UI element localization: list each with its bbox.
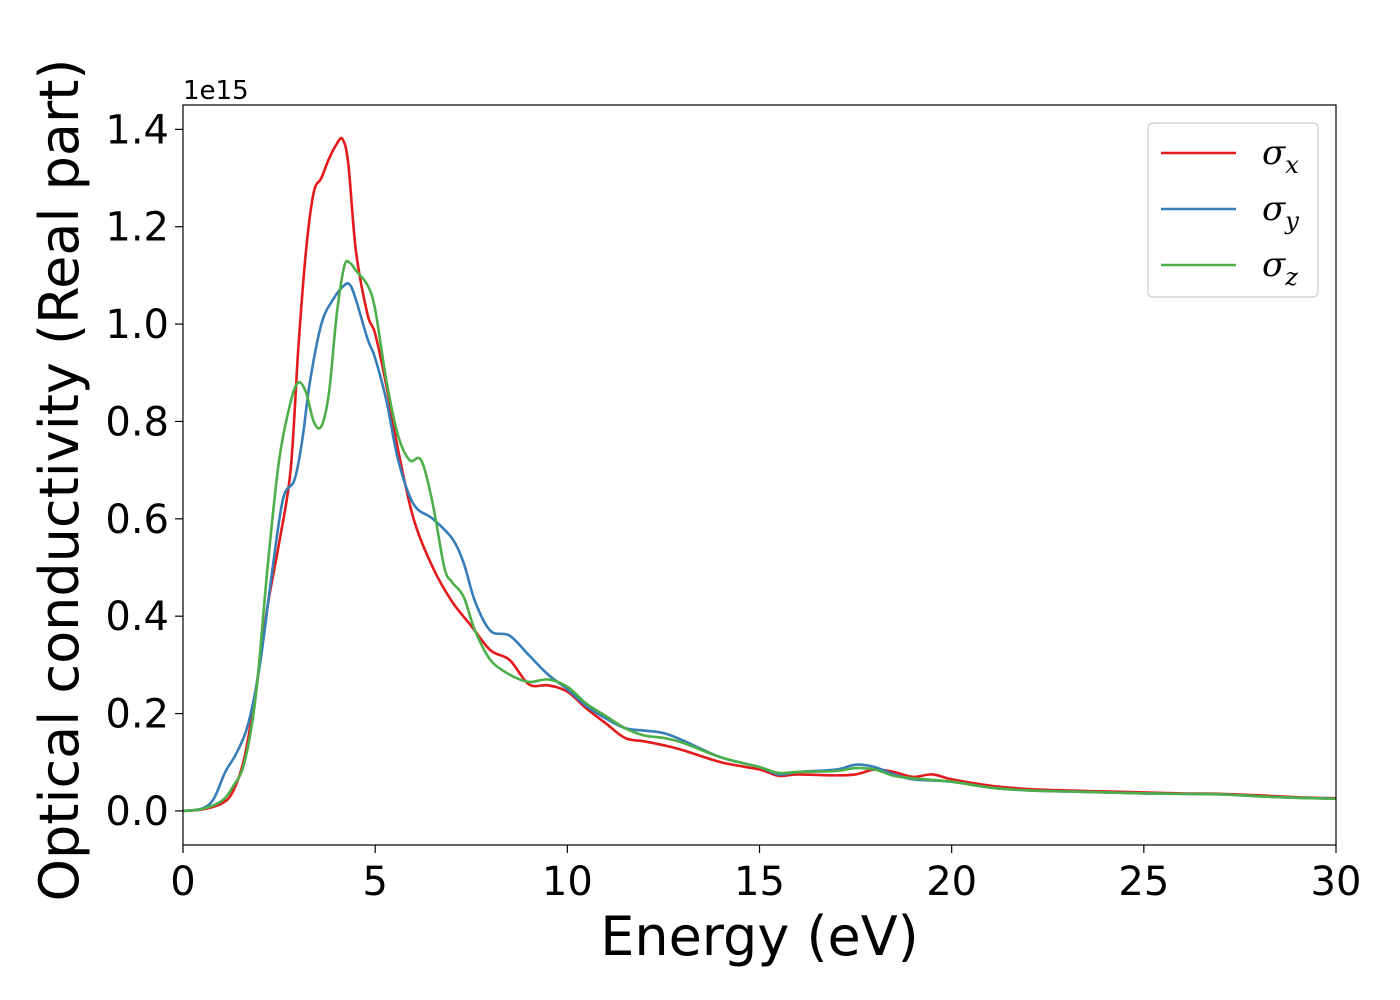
- x-tick-label: 25: [1118, 859, 1169, 905]
- legend-label: σx: [1262, 133, 1299, 179]
- legend-label: σz: [1262, 245, 1298, 291]
- y-axis: 0.0 0.2 0.4 0.6 0.8 1.0 1.2 1.4: [105, 107, 183, 835]
- y-tick-label: 0.6: [105, 497, 169, 543]
- x-tick-label: 10: [542, 859, 593, 905]
- series-line-y: [183, 282, 1336, 813]
- y-tick-label: 0.2: [105, 692, 169, 738]
- y-axis-label: Optical conductivity (Real part): [28, 59, 91, 902]
- x-axis-label: Energy (eV): [600, 905, 919, 968]
- y-tick-label: 1.0: [105, 302, 169, 348]
- y-tick-label: 0.4: [105, 594, 169, 640]
- legend-label: σy: [1262, 189, 1299, 235]
- x-tick-label: 30: [1311, 859, 1362, 905]
- y-tick-label: 1.2: [105, 205, 169, 251]
- series-lines: [183, 136, 1336, 813]
- x-tick-label: 5: [362, 859, 387, 905]
- series-line-x: [183, 136, 1336, 813]
- x-tick-label: 15: [734, 859, 785, 905]
- y-tick-label: 0.0: [105, 789, 169, 835]
- x-tick-label: 20: [926, 859, 977, 905]
- y-tick-label: 0.8: [105, 399, 169, 445]
- series-line-z: [183, 259, 1336, 813]
- y-offset-label: 1e15: [183, 76, 249, 106]
- y-tick-label: 1.4: [105, 107, 169, 153]
- legend: σx σy σz: [1147, 122, 1319, 298]
- x-tick-label: 0: [170, 859, 195, 905]
- x-axis: 0 5 10 15 20 25 30: [170, 845, 1361, 905]
